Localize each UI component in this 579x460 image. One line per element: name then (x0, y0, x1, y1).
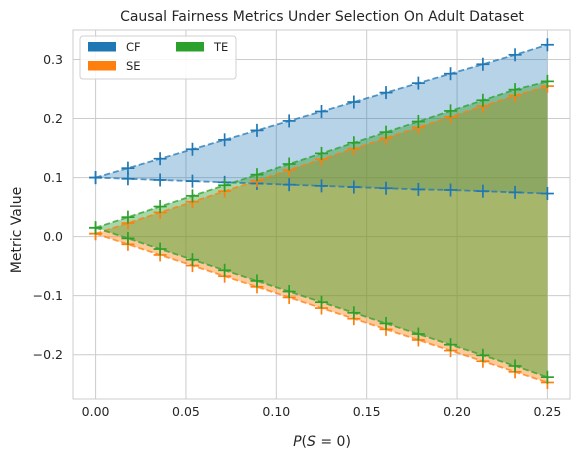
marker-te (218, 178, 232, 192)
band-cf (95, 44, 548, 194)
marker-cf (282, 114, 296, 128)
marker-cf (315, 104, 328, 118)
tick-labels: 0.00 0.05 0.10 0.15 0.20 0.25 −0.2 −0.1 0.0 0.1 0.… (33, 52, 562, 419)
band-te (95, 81, 548, 378)
marker-te (250, 274, 264, 288)
legend-label: SE (126, 59, 141, 73)
marker-te (282, 285, 296, 299)
marker-cf (444, 183, 458, 197)
x-axis-title: P(S = 0) (293, 434, 351, 450)
marker-te (121, 210, 135, 224)
legend-swatch (176, 42, 204, 52)
y-axis-title: Metric Value (9, 187, 25, 273)
x-tick-label: 0.15 (353, 404, 381, 419)
marker-cf (476, 184, 490, 198)
marker-te (218, 263, 232, 277)
marker-cf (153, 173, 167, 187)
plot-frame (72, 29, 571, 400)
marker-te (476, 348, 490, 362)
marker-te (540, 370, 554, 384)
x-tick-label: 0.25 (533, 404, 561, 419)
legend-label: CF (126, 40, 141, 54)
marker-te (347, 136, 361, 150)
legend-label: TE (213, 40, 228, 54)
y-tick-label: 0.1 (43, 170, 63, 185)
legend-item-se[interactable]: SE (88, 59, 141, 73)
marker-te (508, 83, 522, 97)
legend-item-te[interactable]: TE (176, 40, 228, 54)
marker-cf (540, 38, 554, 52)
chart-title: Causal Fairness Metrics Under Selection … (120, 9, 524, 25)
marker-te (476, 93, 490, 107)
marker-te (411, 115, 425, 129)
x-tick-label: 0.00 (82, 404, 110, 419)
marker-te (185, 253, 199, 267)
marker-cf (411, 182, 425, 196)
y-tick-label: 0.2 (43, 111, 63, 126)
marker-te (153, 200, 167, 214)
bands (95, 44, 548, 383)
marker-te (444, 338, 458, 352)
x-tick-label: 0.05 (172, 404, 200, 419)
marker-cf (379, 86, 393, 100)
marker-cf (185, 142, 199, 156)
marker-te (121, 231, 135, 245)
series-markers (89, 38, 554, 389)
marker-cf (218, 133, 232, 147)
marker-te (315, 295, 328, 309)
marker-te (315, 146, 328, 160)
x-tick-label: 0.10 (262, 404, 290, 419)
marker-cf (185, 174, 199, 188)
legend-swatch (88, 61, 116, 71)
marker-te (250, 168, 264, 182)
y-tick-label: −0.1 (33, 288, 63, 303)
marker-cf (347, 95, 361, 109)
marker-cf (508, 48, 522, 62)
marker-te (379, 316, 393, 330)
marker-cf (508, 185, 522, 199)
y-tick-label: 0.3 (43, 52, 63, 67)
marker-cf (379, 181, 393, 195)
marker-te (89, 221, 103, 235)
marker-te (379, 125, 393, 139)
marker-cf (347, 180, 361, 194)
marker-te (282, 157, 296, 171)
marker-te (540, 74, 554, 88)
band-se (95, 86, 548, 383)
marker-cf (89, 171, 103, 185)
x-tick-label: 0.20 (443, 404, 471, 419)
marker-cf (282, 178, 296, 192)
legend[interactable]: CF SE TE (79, 35, 237, 80)
legend-swatch (88, 42, 116, 52)
marker-cf (411, 76, 425, 90)
marker-te (444, 104, 458, 118)
marker-cf (444, 67, 458, 81)
marker-te (347, 306, 361, 320)
marker-te (153, 242, 167, 256)
marker-te (185, 189, 199, 203)
y-tick-label: 0.0 (43, 229, 63, 244)
marker-cf (250, 123, 264, 137)
marker-cf (315, 179, 328, 193)
marker-cf (540, 187, 554, 201)
marker-cf (153, 152, 167, 166)
marker-cf (476, 57, 490, 71)
marker-te (508, 359, 522, 373)
legend-item-cf[interactable]: CF (88, 40, 141, 54)
y-tick-label: −0.2 (33, 347, 63, 362)
marker-cf (121, 172, 135, 186)
marker-te (411, 327, 425, 341)
